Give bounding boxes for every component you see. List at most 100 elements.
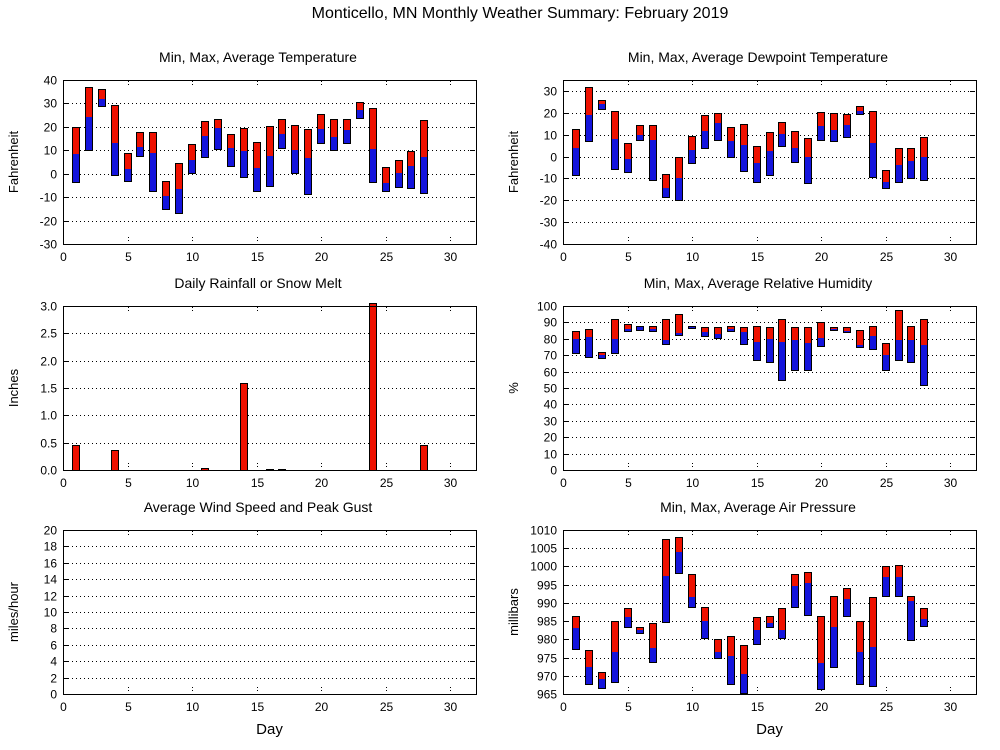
bar-outline xyxy=(817,616,825,690)
max-segment-bar xyxy=(136,132,144,147)
x-tick-label: 25 xyxy=(380,250,394,264)
min-segment-bar xyxy=(611,652,619,683)
min-segment-bar xyxy=(214,128,222,150)
min-segment-bar xyxy=(162,196,170,210)
max-segment-bar xyxy=(907,596,915,601)
min-segment-bar xyxy=(624,329,632,332)
y-tick-label: 16 xyxy=(44,557,58,571)
x-tick-label: 20 xyxy=(315,250,329,264)
bar-outline xyxy=(804,327,812,371)
min-segment-bar xyxy=(727,141,735,158)
x-axis-label: Day xyxy=(256,721,283,738)
wind-chart-title: Average Wind Speed and Peak Gust xyxy=(143,499,373,515)
max-segment-bar xyxy=(714,327,722,334)
max-segment-bar xyxy=(804,572,812,583)
y-tick-label: 965 xyxy=(537,688,557,702)
bar-outline xyxy=(766,616,774,628)
bar-outline xyxy=(740,124,748,172)
min-segment-bar xyxy=(343,130,351,144)
min-segment-bar xyxy=(895,577,903,597)
bar-outline xyxy=(572,616,580,650)
bar-outline xyxy=(920,137,928,181)
min-segment-bar xyxy=(740,332,748,345)
bar-outline xyxy=(572,129,580,176)
min-segment-bar xyxy=(317,129,325,144)
y-tick-label: 990 xyxy=(537,597,557,611)
min-segment-bar xyxy=(330,137,338,151)
max-segment-bar xyxy=(175,163,183,189)
min-segment-bar xyxy=(253,168,261,192)
y-tick-label: 20 xyxy=(44,524,58,538)
min-segment-bar xyxy=(920,157,928,181)
bar-outline xyxy=(624,143,632,173)
bar-outline xyxy=(882,343,890,371)
y-tick-label: 70 xyxy=(544,349,558,363)
min-segment-bar xyxy=(356,110,364,119)
y-tick-label: 6 xyxy=(50,639,57,653)
bar-outline xyxy=(149,132,157,192)
max-segment-bar xyxy=(572,331,580,339)
min-segment-bar xyxy=(714,334,722,339)
max-segment-bar xyxy=(843,114,851,125)
bar-outline xyxy=(856,106,864,115)
max-segment-bar xyxy=(649,326,657,329)
bar-outline xyxy=(611,111,619,170)
max-segment-bar xyxy=(688,136,696,150)
min-segment-bar xyxy=(895,340,903,361)
min-segment-bar xyxy=(278,134,286,149)
bar-outline xyxy=(395,160,403,188)
max-segment-bar xyxy=(882,170,890,182)
min-segment-bar xyxy=(778,134,786,147)
min-segment-bar xyxy=(791,586,799,608)
min-segment-bar xyxy=(598,355,606,359)
y-tick-label: 2.0 xyxy=(40,355,57,369)
min-segment-bar xyxy=(753,342,761,361)
max-segment-bar xyxy=(227,134,235,148)
x-tick-label: 20 xyxy=(815,476,829,490)
x-tick-label: 20 xyxy=(815,700,829,714)
min-segment-bar xyxy=(830,130,838,142)
value-bar xyxy=(111,450,119,471)
max-segment-bar xyxy=(598,100,606,104)
bar-outline xyxy=(136,132,144,157)
y-tick-label: 995 xyxy=(537,579,557,593)
max-segment-bar xyxy=(882,566,890,577)
min-segment-bar xyxy=(201,136,209,158)
max-segment-bar xyxy=(240,128,248,151)
y-tick-label: 1005 xyxy=(530,542,557,556)
x-tick-label: 25 xyxy=(880,700,894,714)
max-segment-bar xyxy=(278,119,286,134)
bar-outline xyxy=(895,565,903,597)
min-segment-bar xyxy=(766,623,774,628)
x-tick-label: 5 xyxy=(125,700,132,714)
bar-outline xyxy=(830,596,838,668)
min-segment-bar xyxy=(856,345,864,348)
y-tick-label: -30 xyxy=(40,238,58,252)
bar-outline xyxy=(266,126,274,187)
y-tick-label: 40 xyxy=(44,74,58,88)
max-segment-bar xyxy=(624,143,632,159)
y-tick-label: 980 xyxy=(537,633,557,647)
min-segment-bar xyxy=(598,679,606,689)
bar-outline xyxy=(611,621,619,683)
y-tick-label: 10 xyxy=(544,448,558,462)
max-segment-bar xyxy=(636,125,644,135)
max-segment-bar xyxy=(149,132,157,153)
min-segment-bar xyxy=(175,189,183,214)
x-tick-label: 10 xyxy=(686,700,700,714)
bar-outline xyxy=(662,174,670,198)
min-segment-bar xyxy=(753,630,761,645)
max-segment-bar xyxy=(72,127,80,154)
max-segment-bar xyxy=(162,181,170,196)
min-segment-bar xyxy=(636,630,644,634)
y-tick-label: 10 xyxy=(544,129,558,143)
max-segment-bar xyxy=(407,151,415,166)
x-tick-label: 30 xyxy=(944,250,958,264)
bar-outline xyxy=(214,119,222,150)
x-tick-label: 15 xyxy=(251,700,265,714)
max-segment-bar xyxy=(382,167,390,183)
min-segment-bar xyxy=(407,166,415,189)
bar-outline xyxy=(740,645,748,694)
bar-outline xyxy=(804,572,812,616)
y-tick-label: 0.5 xyxy=(40,437,57,451)
